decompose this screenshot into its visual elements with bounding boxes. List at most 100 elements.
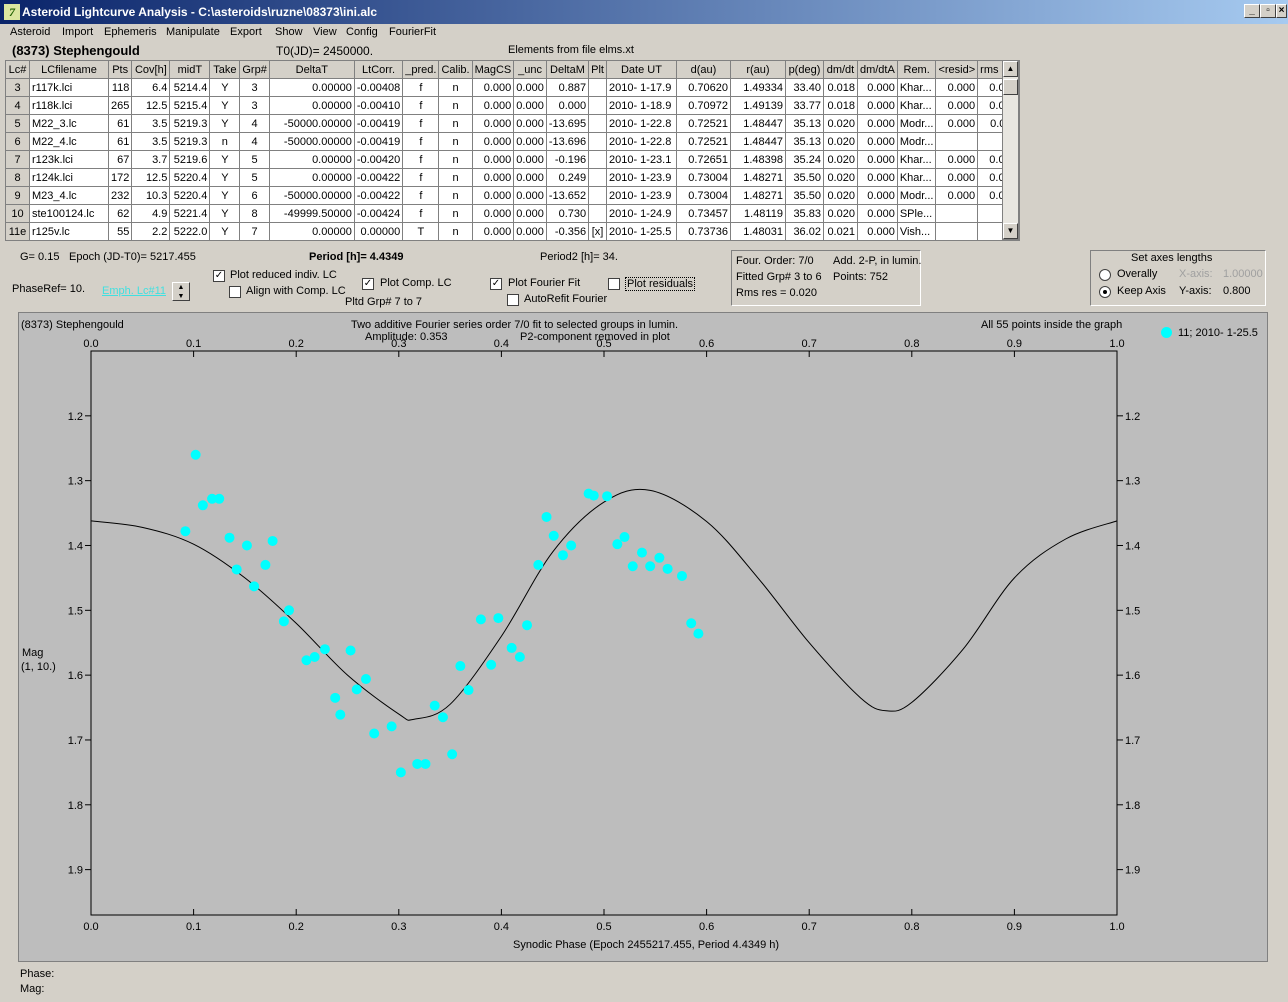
table-cell[interactable]: Y [209, 204, 241, 223]
table-cell[interactable]: 2010- 1-23.1 [605, 150, 677, 169]
overally-radio[interactable] [1099, 269, 1111, 281]
table-cell[interactable]: 0.000 [856, 222, 898, 241]
column-header[interactable]: dm/dt [822, 60, 858, 79]
table-cell[interactable]: 5222.0 [169, 222, 211, 241]
table-cell[interactable]: 2010- 1-18.9 [605, 96, 677, 115]
table-row[interactable]: 9 M23_4.lc 232 10.3 5220.4 Y 6 -50000.00000 -0.0… [5, 186, 1020, 205]
table-cell[interactable]: 5220.4 [169, 168, 211, 187]
table-cell[interactable]: 0.000 [471, 78, 515, 97]
row-header-cell[interactable]: 11e [5, 222, 30, 241]
table-scrollbar[interactable]: ▲ ▼ [1002, 60, 1019, 240]
table-cell[interactable]: Modr... [896, 114, 937, 133]
table-cell[interactable]: -0.00419 [353, 132, 404, 151]
minimize-button[interactable]: _ [1244, 4, 1260, 18]
x-axis-value[interactable]: 1.00000 [1223, 268, 1263, 280]
table-cell[interactable]: Khar... [896, 96, 937, 115]
table-cell[interactable]: 5 [239, 150, 270, 169]
column-header[interactable]: Rem. [896, 60, 937, 79]
table-cell[interactable]: n [438, 132, 473, 151]
table-cell[interactable]: M22_3.lc [29, 114, 109, 133]
emph-lc-link[interactable]: Emph. Lc#11 [102, 285, 167, 297]
table-cell[interactable]: 1.48271 [729, 186, 786, 205]
table-cell[interactable]: 0.000 [545, 96, 590, 115]
table-cell[interactable]: 0.72521 [675, 132, 731, 151]
table-cell[interactable]: 12.5 [131, 168, 171, 187]
table-cell[interactable]: Khar... [896, 150, 937, 169]
table-cell[interactable]: 0.000 [856, 132, 898, 151]
menu-export[interactable]: Export [230, 26, 262, 38]
table-cell[interactable] [588, 78, 607, 97]
menu-config[interactable]: Config [346, 26, 378, 38]
table-cell[interactable]: n [209, 132, 241, 151]
table-cell[interactable]: 0.000 [471, 150, 515, 169]
table-cell[interactable]: n [438, 96, 473, 115]
table-cell[interactable]: 0.018 [822, 78, 858, 97]
table-cell[interactable]: 0.018 [822, 96, 858, 115]
table-cell[interactable] [588, 186, 607, 205]
menu-view[interactable]: View [313, 26, 337, 38]
table-cell[interactable]: -0.00408 [353, 78, 404, 97]
scroll-down-arrow-icon[interactable]: ▼ [1003, 223, 1018, 239]
table-cell[interactable]: 0.020 [822, 186, 858, 205]
table-cell[interactable]: 5219.6 [169, 150, 211, 169]
table-cell[interactable]: 0.000 [513, 222, 547, 241]
row-header-cell[interactable]: 8 [5, 168, 30, 187]
table-cell[interactable]: -0.00424 [353, 204, 404, 223]
table-cell[interactable]: 1.48447 [729, 114, 786, 133]
table-cell[interactable]: 35.50 [784, 186, 824, 205]
row-header-cell[interactable]: 6 [5, 132, 30, 151]
table-cell[interactable]: 8 [239, 204, 270, 223]
table-cell[interactable]: -0.00419 [353, 114, 404, 133]
table-cell[interactable]: 0.000 [935, 150, 979, 169]
table-cell[interactable]: r117k.lci [29, 78, 109, 97]
column-header[interactable]: Grp# [239, 60, 270, 79]
table-cell[interactable]: -50000.00000 [268, 114, 355, 133]
table-cell[interactable]: Khar... [896, 168, 937, 187]
period2-value[interactable]: Period2 [h]= 34. [540, 251, 618, 263]
table-cell[interactable]: f [402, 204, 440, 223]
column-header[interactable]: Take [209, 60, 241, 79]
table-cell[interactable]: 0.73736 [675, 222, 731, 241]
table-cell[interactable]: 0.00000 [268, 150, 355, 169]
table-cell[interactable] [588, 114, 607, 133]
table-cell[interactable]: 4 [239, 132, 270, 151]
table-cell[interactable]: 3 [239, 96, 270, 115]
row-header-cell[interactable]: 3 [5, 78, 30, 97]
table-cell[interactable]: -0.356 [545, 222, 590, 241]
row-header-cell[interactable]: 9 [5, 186, 30, 205]
table-cell[interactable]: 0.000 [856, 78, 898, 97]
table-cell[interactable]: 3 [239, 78, 270, 97]
table-cell[interactable]: n [438, 222, 473, 241]
column-header[interactable]: midT [169, 60, 211, 79]
table-row[interactable]: 5 M22_3.lc 61 3.5 5219.3 Y 4 -50000.00000 -0.004… [5, 114, 1020, 133]
table-cell[interactable]: 0.000 [513, 114, 547, 133]
menu-asteroid[interactable]: Asteroid [10, 26, 51, 38]
table-cell[interactable] [588, 204, 607, 223]
column-header[interactable]: LCfilename [29, 60, 109, 79]
table-cell[interactable]: Y [209, 222, 241, 241]
table-cell[interactable]: 1.48447 [729, 132, 786, 151]
lightcurve-table[interactable]: Lc# LCfilename Pts Cov[h] midT Take Grp# DeltaT… [5, 60, 1020, 241]
table-cell[interactable]: 0.00000 [268, 222, 355, 241]
table-cell[interactable]: 0.730 [545, 204, 590, 223]
table-cell[interactable]: f [402, 114, 440, 133]
table-cell[interactable]: 0.000 [513, 186, 547, 205]
table-cell[interactable]: 3.5 [131, 132, 171, 151]
table-cell[interactable]: 0.000 [471, 168, 515, 187]
column-header[interactable]: Cov[h] [131, 60, 171, 79]
column-header[interactable]: <resid> [935, 60, 979, 79]
row-header-cell[interactable]: 5 [5, 114, 30, 133]
menu-show[interactable]: Show [275, 26, 303, 38]
table-cell[interactable]: 0.000 [935, 186, 979, 205]
column-header[interactable]: Plt [588, 60, 607, 79]
table-cell[interactable]: 5215.4 [169, 96, 211, 115]
table-cell[interactable]: 0.000 [471, 114, 515, 133]
table-cell[interactable]: f [402, 168, 440, 187]
table-cell[interactable]: Vish... [896, 222, 937, 241]
column-header[interactable]: Lc# [5, 60, 30, 79]
table-cell[interactable] [935, 222, 979, 241]
table-cell[interactable]: f [402, 132, 440, 151]
table-cell[interactable]: ste100124.lc [29, 204, 109, 223]
table-cell[interactable]: 0.000 [856, 168, 898, 187]
scroll-up-arrow-icon[interactable]: ▲ [1003, 61, 1018, 77]
